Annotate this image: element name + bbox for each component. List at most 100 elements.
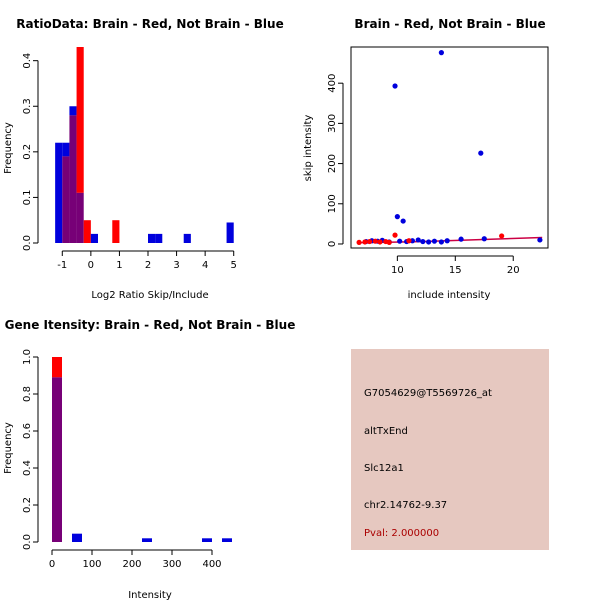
scatter-point xyxy=(458,236,464,242)
y-tick-label: 400 xyxy=(327,74,338,93)
scatter-point xyxy=(392,83,398,89)
scatter-point xyxy=(431,238,438,244)
histogram-bar xyxy=(202,538,212,542)
scatter-point xyxy=(415,237,421,243)
histogram-bar xyxy=(52,357,62,378)
scatter-point xyxy=(362,239,368,245)
histogram-bar-overlap xyxy=(76,192,84,243)
x-tick-label: 300 xyxy=(162,559,181,570)
histogram-bar xyxy=(155,233,163,243)
y-tick-label: 0.2 xyxy=(22,144,33,160)
x-tick-label: 100 xyxy=(82,559,101,570)
intensity-histogram-ylabel: Frequency xyxy=(3,422,14,474)
scatter-point xyxy=(481,236,487,242)
x-tick-label: 200 xyxy=(122,559,141,570)
scatter-panel: Brain - Red, Not Brain - Blue 10 15 200100… xyxy=(303,17,549,301)
y-tick-label: 0.4 xyxy=(22,460,33,476)
ratio-histogram-ylabel: Frequency xyxy=(3,122,14,174)
x-tick-label: 1 xyxy=(116,260,122,271)
probe-id-text: G7054629@T5569726_at xyxy=(364,388,492,399)
ratio-histogram-bars xyxy=(55,47,234,243)
x-tick-label: 20 xyxy=(507,265,520,276)
histogram-bar-overlap xyxy=(52,377,62,542)
histogram-bar xyxy=(142,538,152,542)
scatter-point xyxy=(386,239,392,245)
histogram-bar xyxy=(62,142,70,157)
ratio-histogram-panel: RatioData: Brain - Red, Not Brain - Blue… xyxy=(3,17,284,301)
ratio-histogram-axes: -1 0 1 2 3 4 5 0.0 0.1 0.2 0.3 0.4 xyxy=(22,53,237,271)
histogram-bar xyxy=(69,106,77,116)
x-tick-label: 3 xyxy=(173,260,179,271)
ratio-histogram-title: RatioData: Brain - Red, Not Brain - Blue xyxy=(16,17,283,31)
histogram-bar-overlap xyxy=(62,156,70,243)
scatter-point xyxy=(366,238,373,245)
scatter-point xyxy=(356,239,362,245)
histogram-bar xyxy=(90,233,98,243)
histogram-bar xyxy=(148,233,156,243)
histogram-bar xyxy=(72,533,82,542)
histogram-bar xyxy=(55,142,63,243)
scatter-points xyxy=(356,50,543,245)
intensity-histogram-title: Gene Itensity: Brain - Red, Not Brain - … xyxy=(5,318,296,332)
x-tick-label: 5 xyxy=(231,260,237,271)
y-tick-label: 0.2 xyxy=(22,497,33,513)
scatter-plot-box xyxy=(350,46,549,249)
scatter-point xyxy=(438,50,444,56)
location-text: chr2.14762-9.37 xyxy=(364,500,447,511)
y-tick-label: 0.1 xyxy=(22,189,33,205)
x-tick-label: 0 xyxy=(88,260,94,271)
scatter-point xyxy=(438,239,444,245)
x-tick-label: 0 xyxy=(49,559,55,570)
intensity-histogram-axes: 0 100 200 300 400 0.0 0.2 0.4 0.6 0.8 1.0 xyxy=(22,349,222,570)
scatter-ylabel: skip intensity xyxy=(303,115,314,182)
y-tick-label: 100 xyxy=(327,194,338,213)
histogram-bar xyxy=(112,220,120,243)
y-tick-label: 0.4 xyxy=(22,53,33,69)
scatter-point xyxy=(392,232,398,238)
y-tick-label: 200 xyxy=(327,154,338,173)
intensity-histogram-xlabel: Intensity xyxy=(128,590,172,600)
histogram-bar xyxy=(76,47,84,193)
info-panel: G7054629@T5569726_at altTxEnd Slc12a1 ch… xyxy=(351,349,549,550)
ratio-histogram-xlabel: Log2 Ratio Skip/Include xyxy=(91,290,208,301)
scatter-point xyxy=(377,239,383,245)
event-type-text: altTxEnd xyxy=(364,426,408,437)
scatter-point xyxy=(499,233,505,239)
histogram-bar xyxy=(226,222,234,243)
intensity-histogram-bars xyxy=(52,357,232,542)
histogram-bar-overlap xyxy=(69,115,77,243)
histogram-bar xyxy=(83,220,91,243)
y-tick-label: 300 xyxy=(327,114,338,133)
scatter-point xyxy=(400,218,406,224)
scatter-point xyxy=(406,238,412,244)
x-tick-label: 10 xyxy=(391,265,404,276)
scatter-point xyxy=(444,238,450,244)
y-tick-label: 0.0 xyxy=(22,235,33,251)
y-tick-label: 0 xyxy=(327,241,338,247)
scatter-point xyxy=(478,150,484,156)
x-tick-label: 4 xyxy=(202,260,208,271)
scatter-point xyxy=(426,239,432,245)
y-tick-label: 1.0 xyxy=(22,349,33,365)
intensity-histogram-panel: Gene Itensity: Brain - Red, Not Brain - … xyxy=(3,318,295,600)
scatter-xlabel: include intensity xyxy=(408,290,491,301)
gene-name-text: Slc12a1 xyxy=(364,463,404,474)
scatter-title: Brain - Red, Not Brain - Blue xyxy=(354,17,545,31)
y-tick-label: 0.8 xyxy=(22,386,33,402)
x-tick-label: 15 xyxy=(449,265,462,276)
y-tick-label: 0.0 xyxy=(22,534,33,550)
scatter-point xyxy=(372,238,378,244)
x-tick-label: -1 xyxy=(57,260,67,271)
x-tick-label: 400 xyxy=(202,559,221,570)
y-tick-label: 0.6 xyxy=(22,423,33,439)
histogram-bar xyxy=(222,538,232,542)
scatter-point xyxy=(397,238,403,244)
info-panel-background xyxy=(351,349,549,550)
scatter-point xyxy=(420,238,426,245)
y-tick-label: 0.3 xyxy=(22,98,33,114)
x-tick-label: 2 xyxy=(145,260,151,271)
histogram-bar xyxy=(183,233,191,243)
scatter-point xyxy=(537,237,543,243)
